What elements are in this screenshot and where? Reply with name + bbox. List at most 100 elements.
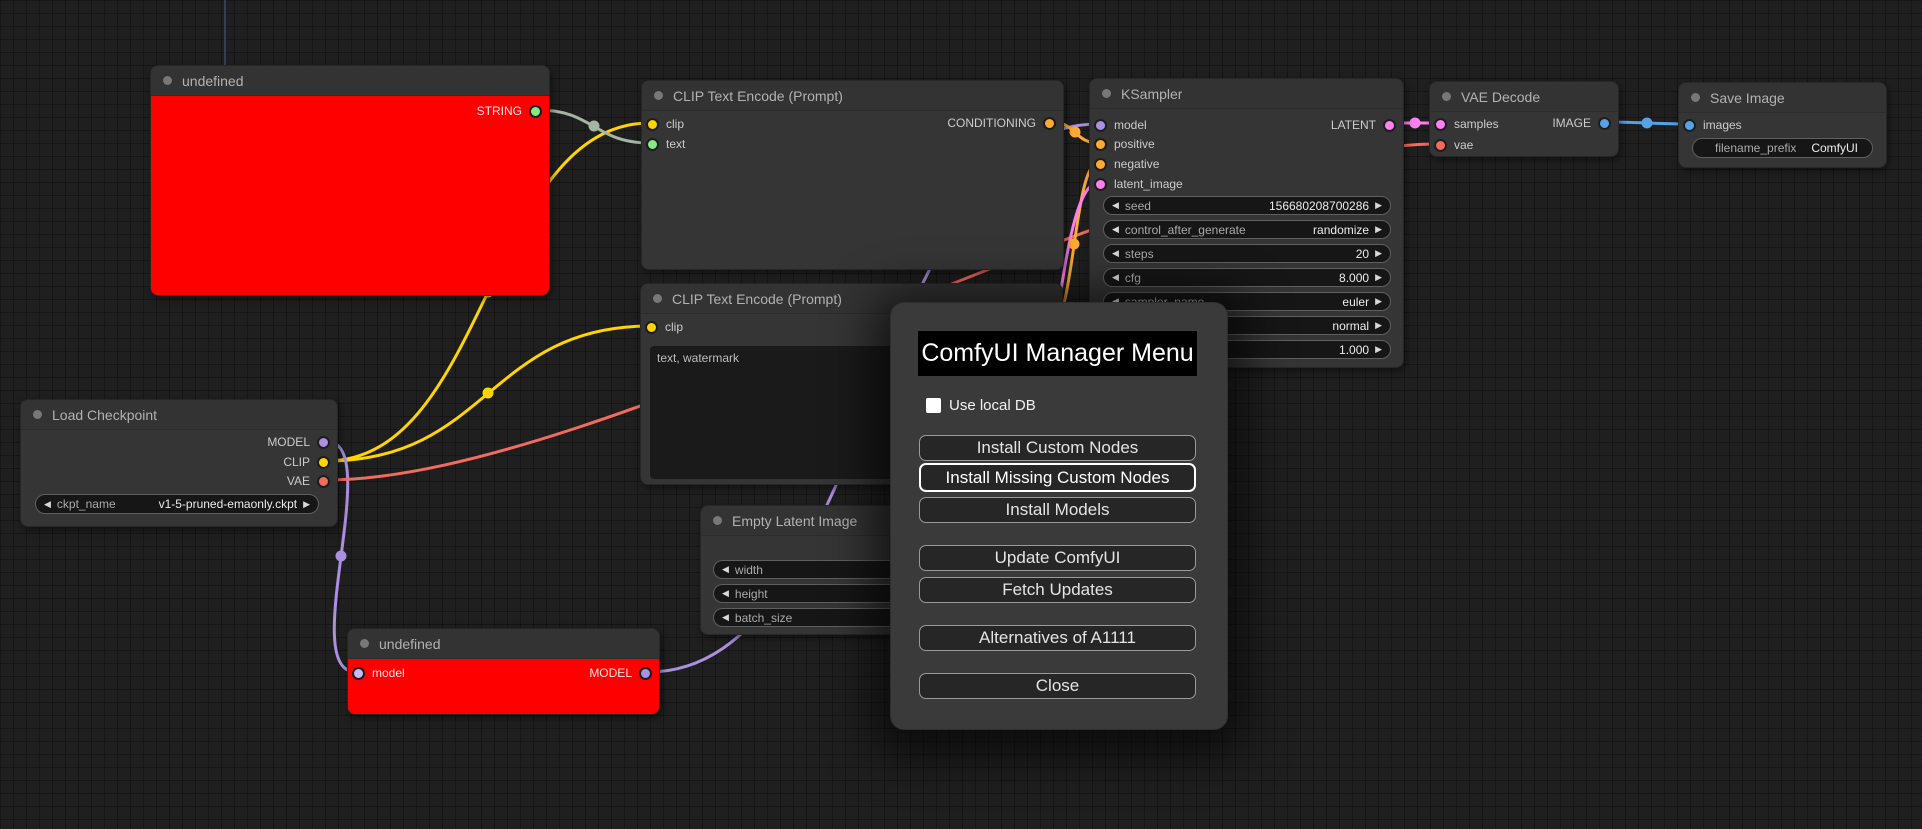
collapse-dot-icon[interactable] (653, 294, 662, 303)
collapse-dot-icon[interactable] (1691, 93, 1700, 102)
collapse-dot-icon[interactable] (1442, 92, 1451, 101)
fetch-updates-button[interactable]: Fetch Updates (919, 577, 1196, 603)
node-undefined-top[interactable]: undefined STRING (150, 65, 550, 296)
close-button[interactable]: Close (919, 673, 1196, 699)
stepper-right-icon[interactable]: ▶ (1375, 248, 1382, 258)
output-slot-vae: VAE (287, 471, 330, 491)
input-port-negative[interactable] (1094, 157, 1107, 171)
output-port-clip[interactable] (317, 455, 330, 469)
update-comfyui-button[interactable]: Update ComfyUI (919, 545, 1196, 571)
input-slot-vae: vae (1434, 135, 1473, 155)
stepper-left-icon[interactable]: ◀ (722, 564, 729, 574)
input-slot-clip: clip (645, 317, 683, 337)
stepper-right-icon[interactable]: ▶ (1375, 272, 1382, 282)
output-port-string[interactable] (529, 104, 542, 118)
node-title-bar[interactable]: Save Image (1679, 83, 1886, 113)
widget-control-after-generate[interactable]: ◀ control_after_generate randomize ▶ (1103, 220, 1391, 239)
collapse-dot-icon[interactable] (713, 516, 722, 525)
use-local-db-row[interactable]: Use local DB (926, 397, 1036, 414)
output-slot-conditioning: CONDITIONING (947, 113, 1056, 133)
node-title: undefined (379, 635, 441, 652)
node-clip-text-encode-1[interactable]: CLIP Text Encode (Prompt) clip text COND… (641, 80, 1064, 270)
input-slot-clip: clip (646, 114, 684, 134)
node-title-bar[interactable]: undefined (348, 629, 659, 659)
dialog-title: ComfyUI Manager Menu (918, 331, 1197, 376)
comfyui-manager-dialog: ComfyUI Manager Menu Use local DB Instal… (890, 302, 1228, 730)
input-slot-model: model (1094, 115, 1147, 135)
node-save-image[interactable]: Save Image images filename_prefix ComfyU… (1678, 82, 1887, 168)
input-slot-text: text (646, 134, 685, 154)
node-title-bar[interactable]: KSampler (1090, 79, 1403, 109)
input-port-positive[interactable] (1094, 137, 1107, 151)
input-port-latent-image[interactable] (1094, 177, 1107, 191)
input-port-vae[interactable] (1434, 138, 1447, 152)
output-port-image[interactable] (1598, 116, 1611, 130)
input-port-samples[interactable] (1434, 117, 1447, 131)
stepper-left-icon[interactable]: ◀ (722, 612, 729, 622)
node-title: undefined (182, 72, 244, 89)
node-title: CLIP Text Encode (Prompt) (673, 87, 843, 104)
error-node-body (348, 659, 659, 714)
node-title: KSampler (1121, 85, 1183, 102)
output-port-model[interactable] (317, 435, 330, 449)
stepper-left-icon[interactable]: ◀ (1112, 272, 1119, 282)
node-title-bar[interactable]: CLIP Text Encode (Prompt) (642, 81, 1063, 111)
node-title-bar[interactable]: Load Checkpoint (21, 400, 337, 430)
input-port-text[interactable] (646, 137, 659, 151)
install-missing-custom-nodes-button[interactable]: Install Missing Custom Nodes (919, 463, 1196, 492)
node-title-bar[interactable]: undefined (151, 66, 549, 96)
node-title: Empty Latent Image (732, 512, 858, 529)
input-slot-positive: positive (1094, 134, 1155, 154)
widget-steps[interactable]: ◀ steps 20 ▶ (1103, 244, 1391, 263)
alternatives-of-a1111-button[interactable]: Alternatives of A1111 (919, 625, 1196, 651)
stepper-right-icon[interactable]: ▶ (1375, 344, 1382, 354)
stepper-left-icon[interactable]: ◀ (44, 498, 51, 509)
stepper-left-icon[interactable]: ◀ (1112, 248, 1119, 258)
stepper-left-icon[interactable]: ◀ (1112, 200, 1119, 210)
use-local-db-checkbox[interactable] (926, 398, 941, 413)
install-models-button[interactable]: Install Models (919, 497, 1196, 523)
install-custom-nodes-button[interactable]: Install Custom Nodes (919, 435, 1196, 461)
widget-filename-prefix[interactable]: filename_prefix ComfyUI (1692, 138, 1873, 158)
collapse-dot-icon[interactable] (360, 639, 369, 648)
stepper-right-icon[interactable]: ▶ (303, 498, 310, 509)
collapse-dot-icon[interactable] (33, 410, 42, 419)
input-port-model[interactable] (1094, 118, 1107, 132)
collapse-dot-icon[interactable] (654, 91, 663, 100)
input-slot-negative: negative (1094, 154, 1159, 174)
stepper-left-icon[interactable]: ◀ (722, 588, 729, 598)
node-undefined-bottom[interactable]: undefined model MODEL (347, 628, 660, 715)
output-slot-model: MODEL (589, 663, 652, 683)
input-slot-latent-image: latent_image (1094, 174, 1183, 194)
input-slot-model: model (352, 663, 405, 683)
stepper-right-icon[interactable]: ▶ (1375, 320, 1382, 330)
output-slot-image: IMAGE (1552, 113, 1611, 133)
node-load-checkpoint[interactable]: Load Checkpoint MODEL CLIP VAE ◀ ckpt_na… (20, 399, 338, 527)
stepper-right-icon[interactable]: ▶ (1375, 296, 1382, 306)
input-port-images[interactable] (1683, 118, 1696, 132)
collapse-dot-icon[interactable] (163, 76, 172, 85)
node-vae-decode[interactable]: VAE Decode samples vae IMAGE (1429, 81, 1619, 157)
output-port-model[interactable] (639, 666, 652, 680)
stepper-right-icon[interactable]: ▶ (1375, 224, 1382, 234)
node-title-bar[interactable]: VAE Decode (1430, 82, 1618, 112)
input-port-model[interactable] (352, 666, 365, 680)
input-port-clip[interactable] (645, 320, 658, 334)
collapse-dot-icon[interactable] (1102, 89, 1111, 98)
node-title: CLIP Text Encode (Prompt) (672, 290, 842, 307)
output-port-vae[interactable] (317, 474, 330, 488)
output-slot-latent: LATENT (1331, 115, 1396, 135)
use-local-db-label: Use local DB (949, 397, 1036, 414)
stepper-right-icon[interactable]: ▶ (1375, 200, 1382, 210)
input-port-clip[interactable] (646, 117, 659, 131)
output-port-conditioning[interactable] (1043, 116, 1056, 130)
node-title: Load Checkpoint (52, 406, 158, 423)
stepper-left-icon[interactable]: ◀ (1112, 224, 1119, 234)
widget-ckpt-name[interactable]: ◀ ckpt_name v1-5-pruned-emaonly.ckpt ▶ (35, 494, 319, 514)
widget-cfg[interactable]: ◀ cfg 8.000 ▶ (1103, 268, 1391, 287)
widget-seed[interactable]: ◀ seed 156680208700286 ▶ (1103, 196, 1391, 215)
output-port-latent[interactable] (1383, 118, 1396, 132)
canvas-guide-line (224, 0, 226, 66)
node-title: Save Image (1710, 89, 1785, 106)
